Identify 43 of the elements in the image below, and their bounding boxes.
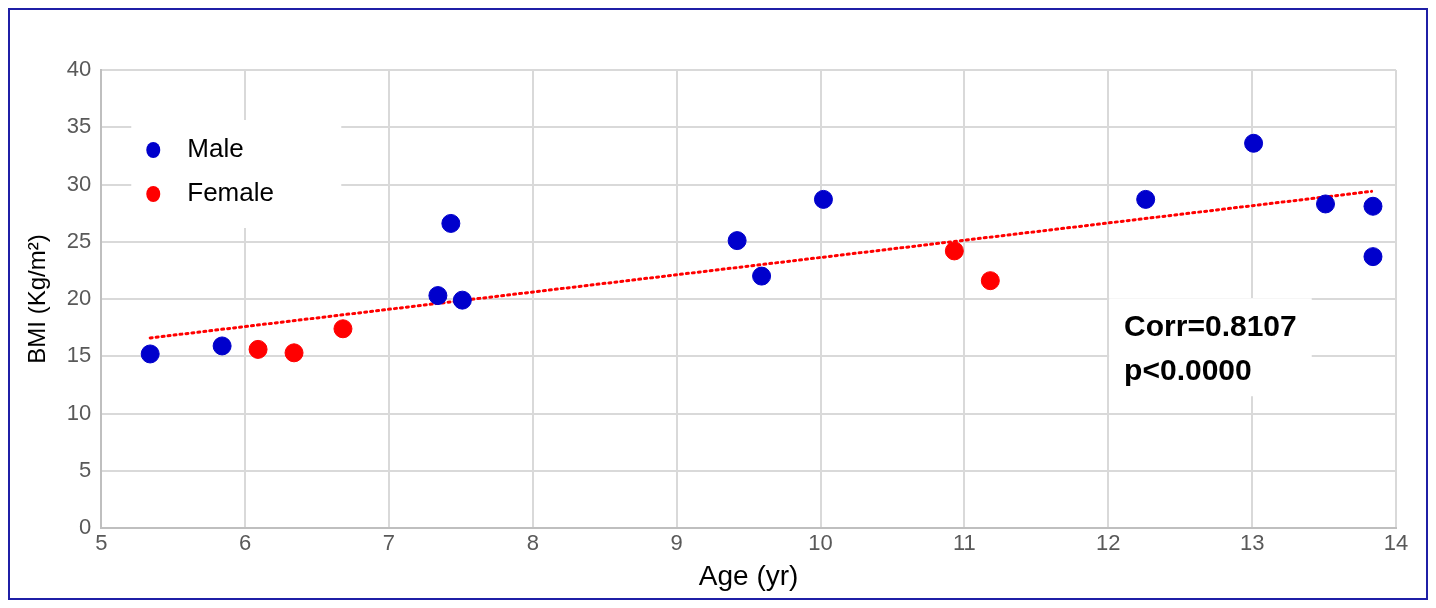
x-tick-label: 9 bbox=[670, 530, 683, 556]
y-tick-label: 0 bbox=[79, 514, 92, 540]
point bbox=[441, 213, 461, 233]
y-tick-label: 40 bbox=[66, 56, 92, 82]
x-tick-label: 7 bbox=[382, 530, 396, 556]
annotation: Corr=0.8107 bbox=[1124, 309, 1297, 343]
y-tick-label: 15 bbox=[66, 342, 92, 368]
point bbox=[1136, 189, 1156, 209]
x-tick-label: 14 bbox=[1383, 530, 1409, 556]
point bbox=[140, 344, 160, 364]
y-tick-label: 10 bbox=[66, 399, 92, 425]
x-tick-label: 5 bbox=[95, 530, 108, 556]
y-tick-label: 5 bbox=[79, 456, 92, 482]
point bbox=[752, 266, 772, 286]
y-tick-label: 20 bbox=[66, 285, 92, 311]
point bbox=[428, 286, 448, 306]
point bbox=[727, 231, 747, 251]
point bbox=[212, 336, 232, 356]
x-tick-label: 10 bbox=[808, 530, 833, 556]
point bbox=[284, 343, 304, 363]
point bbox=[452, 290, 472, 310]
x-tick-label: 12 bbox=[1096, 530, 1121, 556]
point bbox=[248, 339, 268, 359]
point bbox=[1363, 196, 1383, 216]
x-tick-label: 13 bbox=[1239, 530, 1265, 556]
point bbox=[1244, 133, 1264, 153]
point bbox=[980, 271, 1000, 291]
point bbox=[333, 319, 353, 339]
y-tick-label: 35 bbox=[66, 113, 92, 139]
annotation: p<0.0000 bbox=[1124, 353, 1252, 387]
y-tick-label: 30 bbox=[66, 170, 92, 196]
point bbox=[1363, 247, 1383, 267]
legend-label: Male bbox=[187, 133, 244, 164]
x-axis-title: Age (yr) bbox=[698, 559, 799, 591]
y-axis-title: BMI (Kg/m²) bbox=[23, 234, 51, 364]
x-tick-label: 11 bbox=[953, 530, 976, 556]
point bbox=[944, 241, 964, 261]
legend-label: Female bbox=[187, 177, 274, 208]
point bbox=[813, 189, 833, 209]
x-tick-label: 8 bbox=[526, 530, 539, 556]
x-tick-label: 6 bbox=[239, 530, 252, 556]
y-tick-label: 25 bbox=[66, 227, 92, 253]
point bbox=[1316, 194, 1336, 214]
